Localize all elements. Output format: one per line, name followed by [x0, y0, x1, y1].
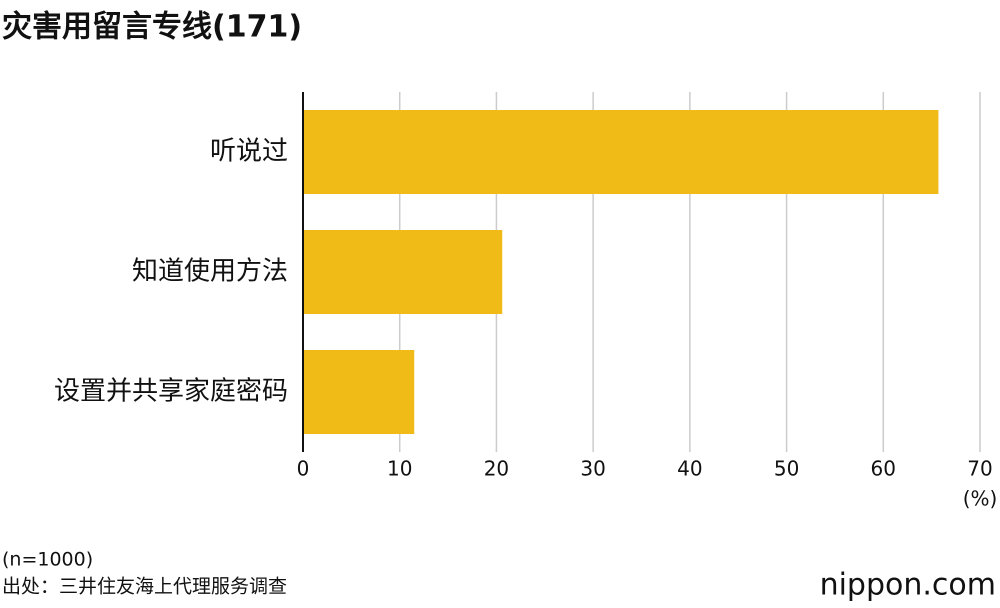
bar	[303, 350, 415, 434]
note: (n=1000)	[2, 549, 93, 571]
x-tick-label: 50	[774, 457, 799, 481]
y-tick-label: 知道使用方法	[132, 257, 288, 287]
logo: nippon.com	[820, 568, 996, 603]
x-tick-label: 70	[967, 457, 992, 481]
source: 出处：三井住友海上代理服务调查	[2, 576, 287, 598]
y-tick-label: 听说过	[210, 137, 288, 167]
x-tick-label: 0	[297, 457, 310, 481]
x-tick-label: 30	[580, 457, 605, 481]
bar	[303, 230, 503, 314]
chart-title: 灾害用留言专线(171)	[2, 10, 302, 45]
x-tick-label: 60	[871, 457, 896, 481]
x-tick-label: 10	[387, 457, 412, 481]
x-tick-label: 20	[484, 457, 509, 481]
x-unit: (%)	[963, 487, 998, 511]
y-tick-label: 设置并共享家庭密码	[54, 377, 288, 407]
x-tick-label: 40	[677, 457, 702, 481]
bar	[303, 110, 939, 194]
